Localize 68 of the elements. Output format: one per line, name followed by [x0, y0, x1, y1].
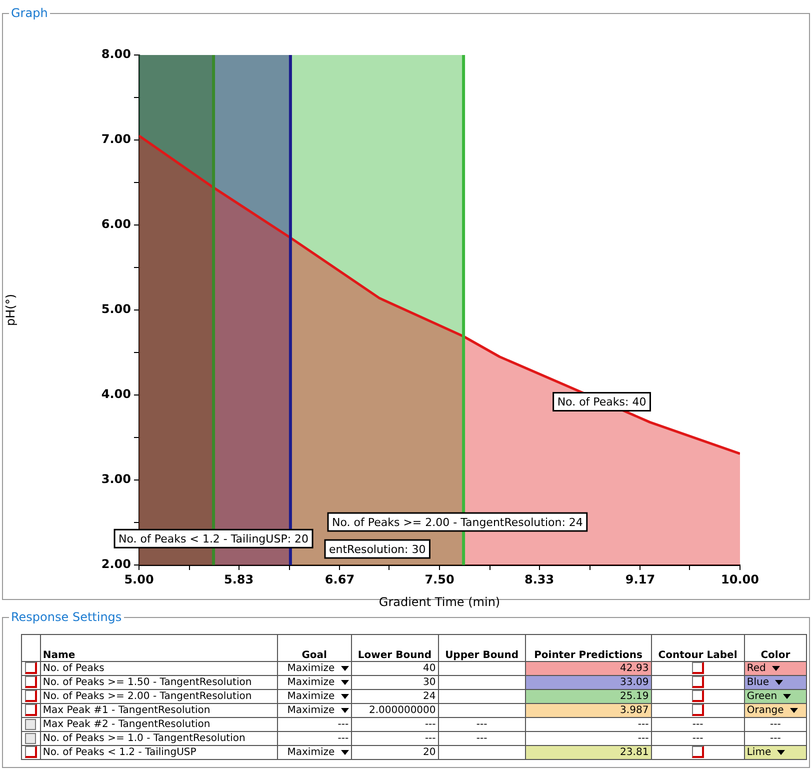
- annotation: entResolution: 30: [328, 542, 426, 556]
- text: Maximize: [287, 677, 335, 688]
- text: Maximize: [287, 691, 335, 702]
- text: 24: [423, 691, 436, 702]
- text: 23.81: [620, 747, 649, 758]
- text: 30: [423, 677, 436, 688]
- text: Maximize: [287, 705, 335, 716]
- text: ---: [476, 719, 488, 730]
- text: Response Settings: [10, 610, 123, 624]
- category-label: Lower Bound: [351, 634, 438, 662]
- category-label: Pointer Predictions: [525, 634, 652, 662]
- text: ---: [692, 719, 704, 730]
- text: Orange: [746, 705, 784, 716]
- x-tick-label: 5.00: [124, 572, 154, 586]
- x-tick-label: 5.83: [224, 572, 254, 586]
- y-tick-label: 2.00: [101, 557, 131, 572]
- category-label: Contour Label: [651, 634, 744, 662]
- category-label: Name: [40, 634, 278, 662]
- text: 3.987: [620, 705, 649, 716]
- text: Lime: [746, 747, 772, 758]
- annotation: No. of Peaks < 1.2 - TailingUSP: 20: [118, 532, 309, 546]
- text: ---: [770, 719, 781, 730]
- text: ---: [338, 719, 349, 730]
- text: 25.19: [620, 691, 649, 702]
- annotation: No. of Peaks >= 2.00 - TangentResolution: 24: [332, 516, 583, 529]
- text: ---: [424, 719, 436, 730]
- category-label: No. of Peaks >= 1.50 - TangentResolution: [42, 677, 252, 688]
- y-tick-label: 4.00: [101, 387, 131, 402]
- y-tick-label: 3.00: [101, 472, 131, 486]
- category-label: Color: [744, 634, 806, 662]
- text: 33.09: [620, 677, 649, 688]
- x-tick-label: 7.50: [424, 572, 454, 586]
- category-label: No. of Peaks >= 2.00 - TangentResolution: [42, 691, 252, 702]
- text: Maximize: [287, 663, 335, 674]
- category-label: No. of Peaks < 1.2 - TailingUSP: [42, 747, 196, 758]
- x-tick-label: 9.17: [625, 572, 656, 586]
- text: ---: [770, 733, 781, 744]
- text: Maximize: [287, 747, 335, 758]
- text: Graph: [10, 6, 49, 20]
- y-tick-label: 5.00: [101, 302, 131, 316]
- text: ---: [638, 719, 649, 730]
- x-tick-label: 6.67: [324, 572, 355, 586]
- y-tick-label: 8.00: [101, 47, 131, 62]
- y-axis-title: pH(°): [3, 294, 18, 326]
- text: 20: [423, 747, 436, 758]
- text: Green: [746, 691, 778, 702]
- y-tick-label: 6.00: [101, 217, 131, 232]
- category-label: No. of Peaks: [42, 663, 104, 674]
- text: 42.93: [620, 663, 649, 674]
- x-axis-title: Gradient Time (min): [378, 594, 500, 609]
- category-label: No. of Peaks >= 1.0 - TangentResolution: [42, 733, 246, 744]
- category-label: Max Peak #2 - TangentResolution: [42, 719, 210, 730]
- text: ---: [476, 733, 488, 744]
- y-tick-label: 7.00: [101, 132, 131, 146]
- text: Red: [746, 663, 766, 674]
- text: Blue: [746, 677, 769, 688]
- category-label: Goal: [278, 634, 352, 662]
- text: ---: [424, 733, 436, 744]
- category-label: Upper Bound: [438, 634, 526, 662]
- text: ---: [692, 733, 704, 744]
- x-tick-label: 10.00: [721, 572, 759, 586]
- text: 2.000000000: [368, 705, 436, 716]
- text: 40: [423, 663, 436, 674]
- category-label: Max Peak #1 - TangentResolution: [42, 705, 210, 716]
- text: ---: [638, 733, 649, 744]
- x-tick-label: 8.33: [524, 572, 554, 586]
- annotation: No. of Peaks: 40: [557, 396, 646, 409]
- text: ---: [338, 733, 349, 744]
